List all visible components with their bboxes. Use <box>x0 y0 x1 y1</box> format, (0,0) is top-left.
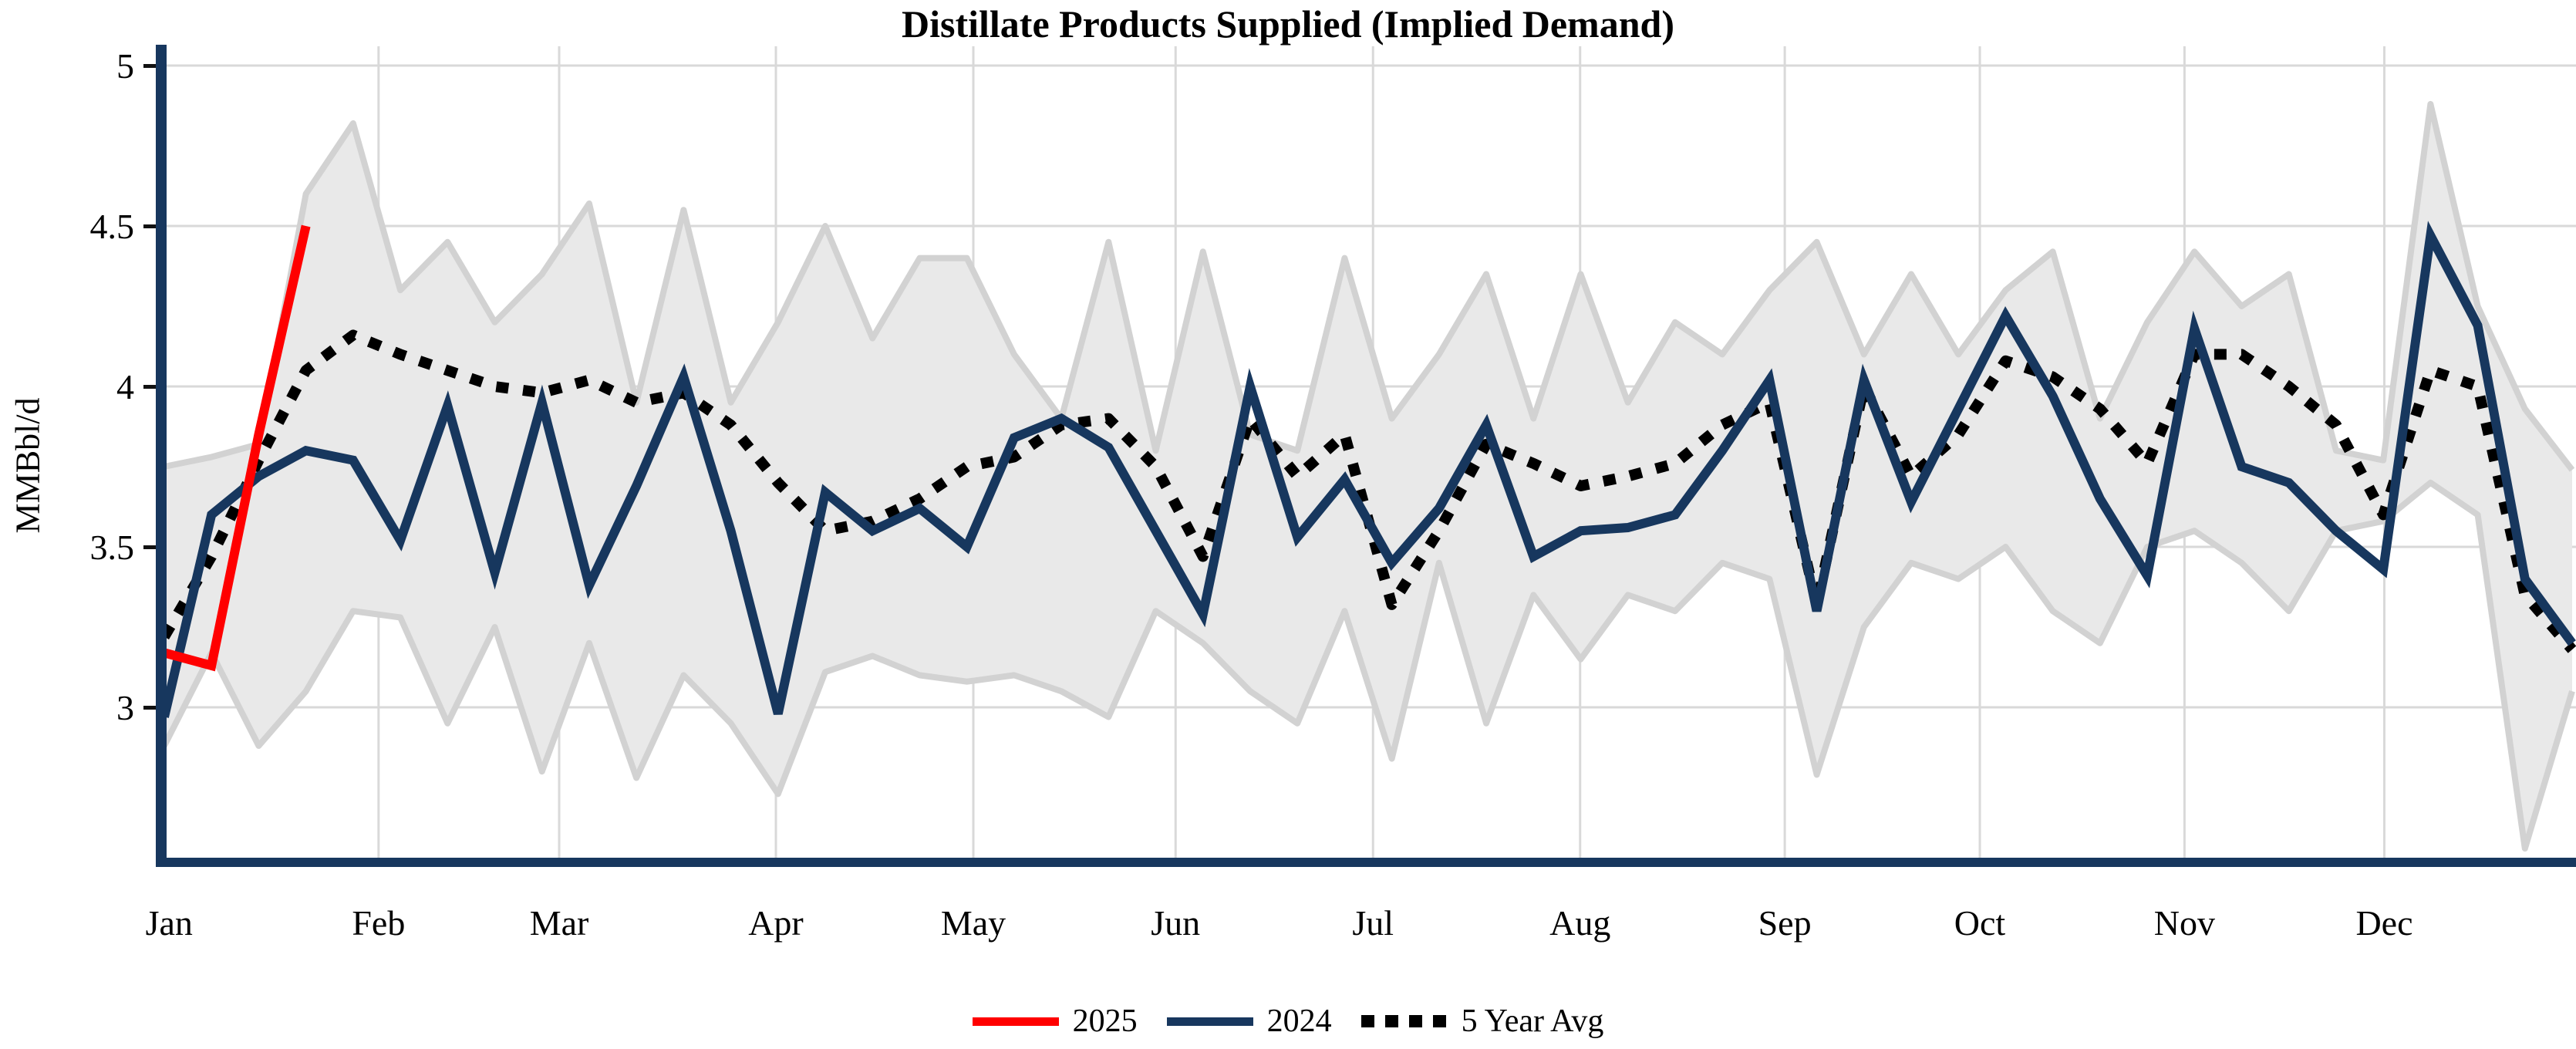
y-tick-label-4.5: 4.5 <box>90 207 135 246</box>
legend-item-2025: 2025 <box>972 1003 1138 1040</box>
line-2025 <box>163 224 311 672</box>
y-tick-5 <box>143 64 156 68</box>
x-tick-label-jan: Jan <box>146 903 193 943</box>
y-tick-4 <box>143 385 156 389</box>
band-lower-edge <box>161 479 2575 852</box>
y-tick-3 <box>143 706 156 710</box>
y-tick-3.5 <box>143 545 156 549</box>
x-tick-label-jun: Jun <box>1151 903 1200 943</box>
legend-label-5yr-avg: 5 Year Avg <box>1461 1003 1604 1039</box>
x-tick-label-aug: Aug <box>1549 903 1610 943</box>
x-tick-label-mar: Mar <box>530 903 589 943</box>
x-tick-label-nov: Nov <box>2154 903 2215 943</box>
y-axis-spine <box>156 45 167 867</box>
chart-title: Distillate Products Supplied (Implied De… <box>902 2 1674 46</box>
x-tick-label-feb: Feb <box>352 903 405 943</box>
y-tick-label-3.5: 3.5 <box>90 528 135 567</box>
x-tick-label-may: May <box>941 903 1006 943</box>
x-tick-label-oct: Oct <box>1954 903 2006 943</box>
legend-item-5yr-avg: 5 Year Avg <box>1360 1003 1604 1040</box>
y-tick-label-4: 4 <box>116 367 134 406</box>
x-tick-label-apr: Apr <box>748 903 804 943</box>
x-tick-label-jul: Jul <box>1352 903 1394 943</box>
legend-label-2024: 2024 <box>1266 1003 1332 1039</box>
x-tick-label-sep: Sep <box>1758 903 1812 943</box>
y-tick-4.5 <box>143 224 156 228</box>
legend-swatch-2025-line <box>972 1017 1059 1026</box>
x-axis-spine <box>156 858 2576 867</box>
x-tick-label-dec: Dec <box>2355 903 2412 943</box>
legend: 2025 2024 5 Year Avg <box>0 1003 2576 1040</box>
legend-swatch-5yr-avg-line <box>1360 1015 1448 1027</box>
legend-swatch-2024-line <box>1166 1017 1253 1026</box>
band-upper-edge <box>164 100 2575 472</box>
y-tick-label-5: 5 <box>116 46 134 86</box>
y-tick-label-3: 3 <box>116 688 134 727</box>
legend-item-2024: 2024 <box>1166 1003 1332 1040</box>
y-axis-title: MMBbl/d <box>8 397 47 534</box>
legend-label-2025: 2025 <box>1072 1003 1138 1039</box>
line-2024 <box>160 221 2576 718</box>
